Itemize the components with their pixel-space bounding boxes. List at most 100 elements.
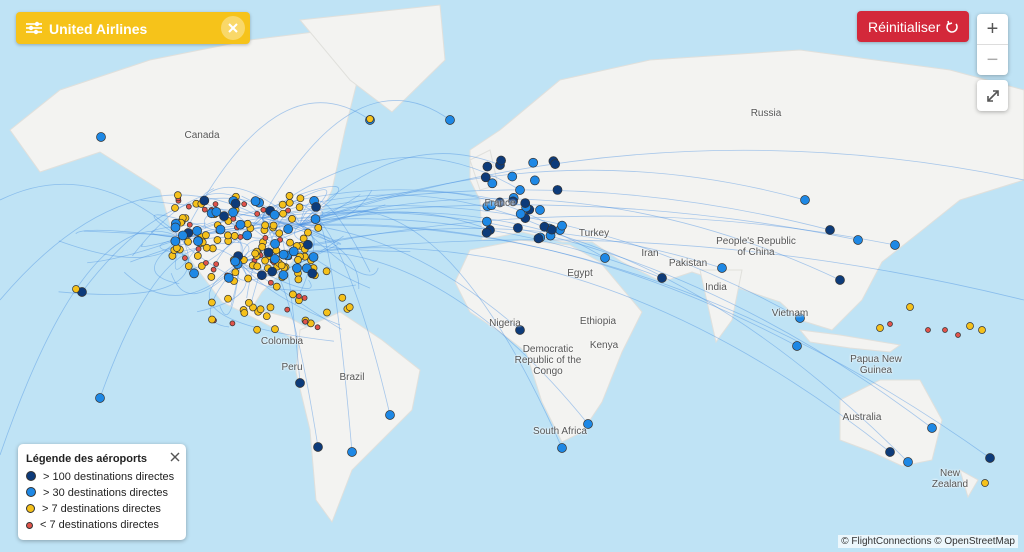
airport	[296, 194, 305, 203]
map-label: Turkey	[578, 228, 610, 239]
map-label: Colombia	[260, 336, 304, 347]
airport	[228, 207, 238, 218]
airport	[262, 234, 269, 241]
clear-filter[interactable]	[221, 16, 245, 40]
legend-swatch	[26, 522, 33, 529]
airport	[244, 274, 252, 283]
map-label: Pakistan	[668, 258, 708, 269]
route	[219, 261, 241, 316]
reset-label: Réinitialiser	[868, 19, 941, 35]
route	[132, 193, 263, 257]
airport	[186, 221, 193, 228]
airport	[223, 273, 234, 283]
airport	[535, 205, 545, 215]
airport	[224, 294, 232, 303]
route	[140, 199, 272, 219]
route	[261, 100, 451, 219]
route	[239, 239, 1024, 301]
airport	[279, 209, 287, 218]
legend-item: > 30 destinations directes	[26, 487, 168, 501]
airport	[240, 309, 249, 317]
airport	[170, 236, 181, 247]
route	[299, 212, 909, 463]
airport	[207, 273, 216, 281]
zoom-out[interactable]: −	[986, 49, 999, 71]
zoom-in[interactable]: +	[977, 14, 1008, 45]
airport	[481, 227, 492, 238]
airport	[302, 318, 309, 325]
airport	[202, 243, 211, 252]
airline-filter[interactable]: United Airlines	[16, 12, 250, 44]
airport	[211, 207, 222, 217]
reset-button[interactable]: Réinitialiser	[857, 11, 969, 42]
airport	[253, 262, 262, 271]
route	[75, 229, 183, 239]
route	[154, 237, 183, 285]
airport	[925, 327, 931, 333]
airport	[345, 303, 354, 311]
route	[239, 261, 341, 326]
legend-swatch	[26, 487, 36, 497]
airport	[942, 327, 948, 333]
airport	[278, 200, 287, 209]
legend-label: > 30 destinations directes	[43, 487, 169, 499]
airport	[322, 267, 331, 276]
route	[299, 153, 501, 226]
airport	[202, 231, 210, 239]
filter-icon	[26, 21, 42, 35]
airport	[231, 268, 240, 277]
map-label: Australia	[842, 412, 882, 423]
airport	[177, 230, 188, 241]
route	[261, 205, 801, 319]
airport	[207, 298, 216, 307]
airport	[284, 306, 291, 313]
legend-close[interactable]	[170, 452, 180, 462]
route	[181, 224, 991, 459]
route	[278, 221, 342, 245]
airport	[557, 443, 567, 453]
map-label: Vietnam	[771, 308, 809, 319]
airport	[487, 178, 498, 189]
map-label: Iran	[641, 248, 659, 259]
airport	[184, 262, 193, 270]
route	[299, 169, 806, 226]
route	[299, 209, 353, 453]
route	[299, 149, 1024, 226]
airport	[283, 224, 293, 234]
south-america	[295, 311, 421, 524]
airport	[268, 279, 274, 286]
airport	[876, 324, 884, 332]
legend-item: > 7 destinations directes	[26, 503, 161, 517]
route	[181, 204, 859, 241]
airport	[275, 229, 284, 238]
airport	[288, 214, 296, 223]
route	[261, 190, 373, 225]
airport	[278, 249, 289, 260]
route	[261, 217, 360, 290]
greenland	[299, 4, 446, 113]
airport	[717, 263, 727, 273]
route	[294, 224, 314, 305]
airport	[201, 206, 208, 213]
route	[0, 183, 183, 239]
airport	[95, 393, 105, 403]
airport	[520, 198, 531, 208]
airport	[254, 210, 261, 217]
airport	[285, 192, 294, 200]
airport	[885, 447, 895, 457]
airport	[955, 332, 961, 338]
route	[299, 198, 841, 281]
route	[58, 237, 190, 295]
map-label: France	[484, 198, 516, 209]
airport	[285, 207, 291, 214]
airport	[170, 222, 181, 233]
airport	[251, 249, 259, 258]
airport	[185, 203, 192, 210]
airport	[258, 243, 266, 251]
airport	[195, 246, 202, 252]
legend-swatch	[26, 504, 35, 513]
fullscreen-button[interactable]	[977, 80, 1008, 111]
airport	[224, 231, 232, 240]
airport	[445, 115, 455, 125]
airport	[546, 224, 557, 235]
